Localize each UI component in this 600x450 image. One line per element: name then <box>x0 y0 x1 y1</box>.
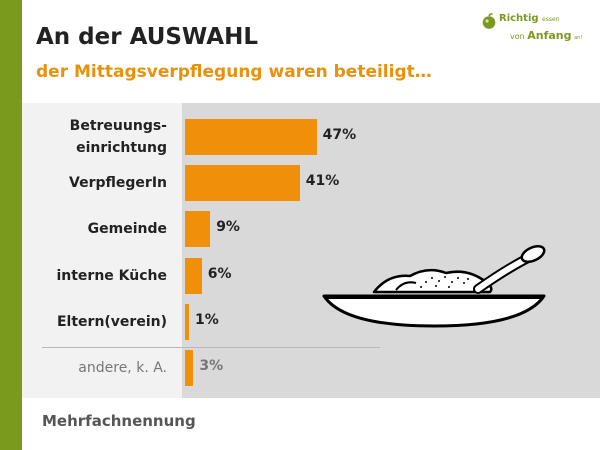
plate-with-spoon-icon <box>322 244 546 328</box>
bar <box>185 257 202 294</box>
bar <box>185 303 189 340</box>
data-label: 41% <box>305 173 340 190</box>
data-label: 47% <box>322 127 357 143</box>
category-label: VerpflegerIn <box>69 172 167 194</box>
logo-word-essen: essen <box>542 16 560 23</box>
data-label: 9% <box>216 219 240 236</box>
other-separator-line <box>42 347 380 348</box>
category-label-line: Betreuungs- <box>69 118 167 134</box>
category-label: interne Küche <box>56 265 167 287</box>
logo-line-1: Richtig essen <box>499 13 559 24</box>
side-accent-bar <box>0 0 22 450</box>
brand-logo: Richtig essen von Anfang an! <box>480 11 582 45</box>
apple-icon <box>482 13 496 29</box>
category-label: Gemeinde <box>88 218 167 240</box>
category-label: Eltern(verein) <box>57 311 167 333</box>
data-label: 3% <box>199 358 224 374</box>
category-label: Betreuungs-einrichtung <box>70 115 167 159</box>
category-label-line: einrichtung <box>76 140 167 156</box>
data-label: 6% <box>207 265 232 282</box>
data-label: 1% <box>195 311 219 328</box>
category-label-panel <box>22 103 182 398</box>
chart-title: An der AUSWAHL <box>36 24 258 50</box>
bar <box>185 211 211 248</box>
logo-word-von: von <box>510 32 525 41</box>
category-label: andere, k. A. <box>78 357 167 379</box>
bar <box>185 165 300 202</box>
bar <box>185 119 317 155</box>
category-label-line: Gemeinde <box>87 221 167 238</box>
category-label-line: Eltern(verein) <box>56 313 167 330</box>
logo-word-richtig: Richtig <box>499 13 539 24</box>
chart-subtitle: der Mittagsverpflegung waren beteiligt… <box>36 62 432 82</box>
logo-word-an: an! <box>574 35 583 41</box>
footnote-multiple-answers: Mehrfachnennung <box>42 412 196 430</box>
logo-word-anfang: Anfang <box>527 29 572 42</box>
bar <box>185 350 194 386</box>
category-label-line: interne Küche <box>56 267 167 284</box>
category-label-line: VerpflegerIn <box>69 175 167 192</box>
logo-line-2: von Anfang an! <box>510 29 582 42</box>
category-label-line: andere, k. A. <box>78 360 167 376</box>
